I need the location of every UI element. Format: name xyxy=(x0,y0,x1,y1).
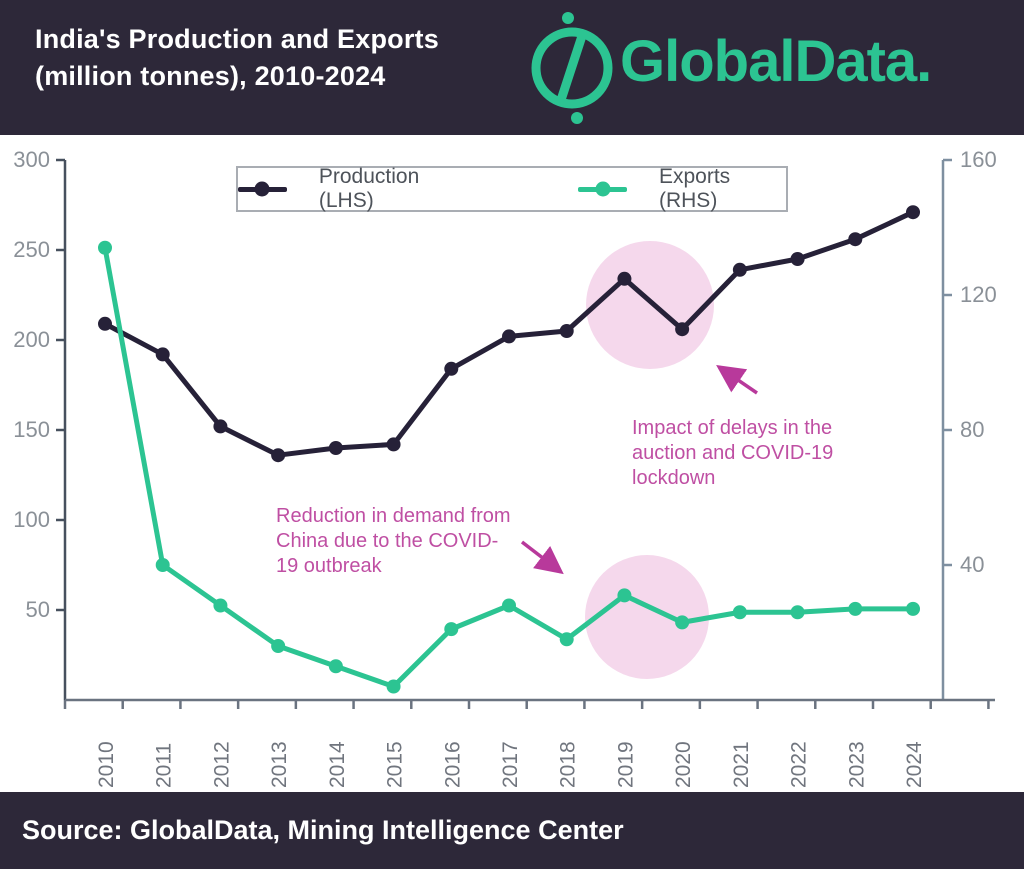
production-point-2016 xyxy=(444,361,459,376)
annotation-reduction-text: Reduction in demand from China due to th… xyxy=(276,505,511,577)
left-axis-tick-label: 200 xyxy=(13,327,50,352)
exports-point-2014 xyxy=(328,659,343,674)
page-title: India's Production and Exports (million … xyxy=(35,21,439,95)
production-point-2021 xyxy=(732,262,747,277)
left-axis-tick-label: 100 xyxy=(13,507,50,532)
header-bar: India's Production and Exports (million … xyxy=(0,0,1024,135)
chart-legend: Production (LHS) Exports (RHS) xyxy=(236,165,788,213)
exports-point-2012 xyxy=(213,598,228,613)
left-axis-tick-label: 150 xyxy=(13,417,50,442)
annotation-arrow xyxy=(716,365,758,395)
axes: 300 250 200 150 100 50 160 120 80 40 2010 2011 2012 2… xyxy=(13,147,996,788)
production-point-2024 xyxy=(906,205,920,220)
exports-line-sample xyxy=(578,186,627,192)
right-axis-tick-label: 160 xyxy=(960,147,997,172)
left-axis-tick-label: 50 xyxy=(26,597,50,622)
x-axis-year-label: 2023 xyxy=(845,741,868,788)
legend-item-exports: Exports (RHS) xyxy=(578,165,786,213)
production-series xyxy=(98,205,920,463)
production-point-2013 xyxy=(271,448,286,463)
x-axis-year-label: 2013 xyxy=(268,741,291,788)
production-point-2020 xyxy=(675,322,690,337)
left-axis-tick-label: 300 xyxy=(13,147,50,172)
x-axis-year-label: 2011 xyxy=(153,743,176,788)
highlight-circle xyxy=(585,555,709,679)
annotation-impact-text: Impact of delays in the auction and COVI… xyxy=(632,417,834,489)
annotation-arrow xyxy=(520,540,564,575)
x-axis-year-label: 2015 xyxy=(384,741,407,788)
exports-point-2016 xyxy=(444,622,459,637)
x-axis-year-label: 2020 xyxy=(672,741,695,788)
footer-bar: Source: GlobalData, Mining Intelligence … xyxy=(0,792,1024,869)
exports-point-2019 xyxy=(617,588,632,603)
x-axis-year-label: 2014 xyxy=(326,741,349,788)
right-axis-tick-label: 80 xyxy=(960,417,984,442)
source-text: Source: GlobalData, Mining Intelligence … xyxy=(22,815,624,845)
production-point-2010 xyxy=(98,316,112,331)
title-line-2: (million tonnes), 2010-2024 xyxy=(35,61,386,91)
x-axis-year-label: 2024 xyxy=(903,741,926,788)
left-axis-tick-label: 250 xyxy=(13,237,50,262)
x-axis-year-label: 2017 xyxy=(499,741,522,788)
production-point-2015 xyxy=(386,437,401,452)
x-axis-year-label: 2018 xyxy=(557,741,580,788)
exports-point-2018 xyxy=(559,632,574,647)
exports-point-2011 xyxy=(155,558,170,572)
highlight-circle xyxy=(586,241,714,369)
exports-point-2024 xyxy=(906,601,920,616)
x-axis-year-label: 2010 xyxy=(95,741,118,788)
exports-series xyxy=(98,240,920,694)
exports-point-2021 xyxy=(732,605,747,620)
legend-production-label: Production (LHS) xyxy=(318,165,420,212)
right-axis-tick-label: 120 xyxy=(960,282,997,307)
production-line-sample xyxy=(238,186,287,192)
x-axis-year-label: 2012 xyxy=(210,741,233,788)
x-axis-year-label: 2019 xyxy=(614,741,637,788)
annotation-arrows xyxy=(520,365,758,575)
production-point-2022 xyxy=(790,252,805,266)
title-line-1: India's Production and Exports xyxy=(35,24,439,54)
right-axis-tick-label: 40 xyxy=(960,552,984,577)
production-point-2014 xyxy=(328,441,343,455)
highlight-circles xyxy=(585,241,714,679)
production-point-2017 xyxy=(502,329,516,344)
chart-svg: 300 250 200 150 100 50 160 120 80 40 2010 2011 2012 2… xyxy=(13,147,996,788)
exports-point-2013 xyxy=(271,639,286,653)
production-point-2019 xyxy=(617,271,632,286)
exports-point-2017 xyxy=(502,598,516,613)
x-axis-year-label: 2022 xyxy=(788,741,811,788)
production-point-2018 xyxy=(559,324,574,338)
globaldata-logo-icon xyxy=(531,12,613,124)
exports-point-2010 xyxy=(98,240,112,255)
production-point-2023 xyxy=(848,232,863,247)
legend-exports-label: Exports (RHS) xyxy=(658,165,731,212)
x-axis-year-label: 2021 xyxy=(730,741,753,788)
exports-point-2020 xyxy=(675,615,690,630)
exports-point-2022 xyxy=(790,605,805,620)
legend-item-production: Production (LHS) xyxy=(238,165,470,213)
production-point-2012 xyxy=(213,419,228,434)
brand-wordmark: GlobalData. xyxy=(620,29,932,94)
exports-point-2023 xyxy=(848,601,863,616)
production-point-2011 xyxy=(155,347,170,362)
exports-point-2015 xyxy=(386,679,401,694)
x-axis-year-label: 2016 xyxy=(441,741,464,788)
